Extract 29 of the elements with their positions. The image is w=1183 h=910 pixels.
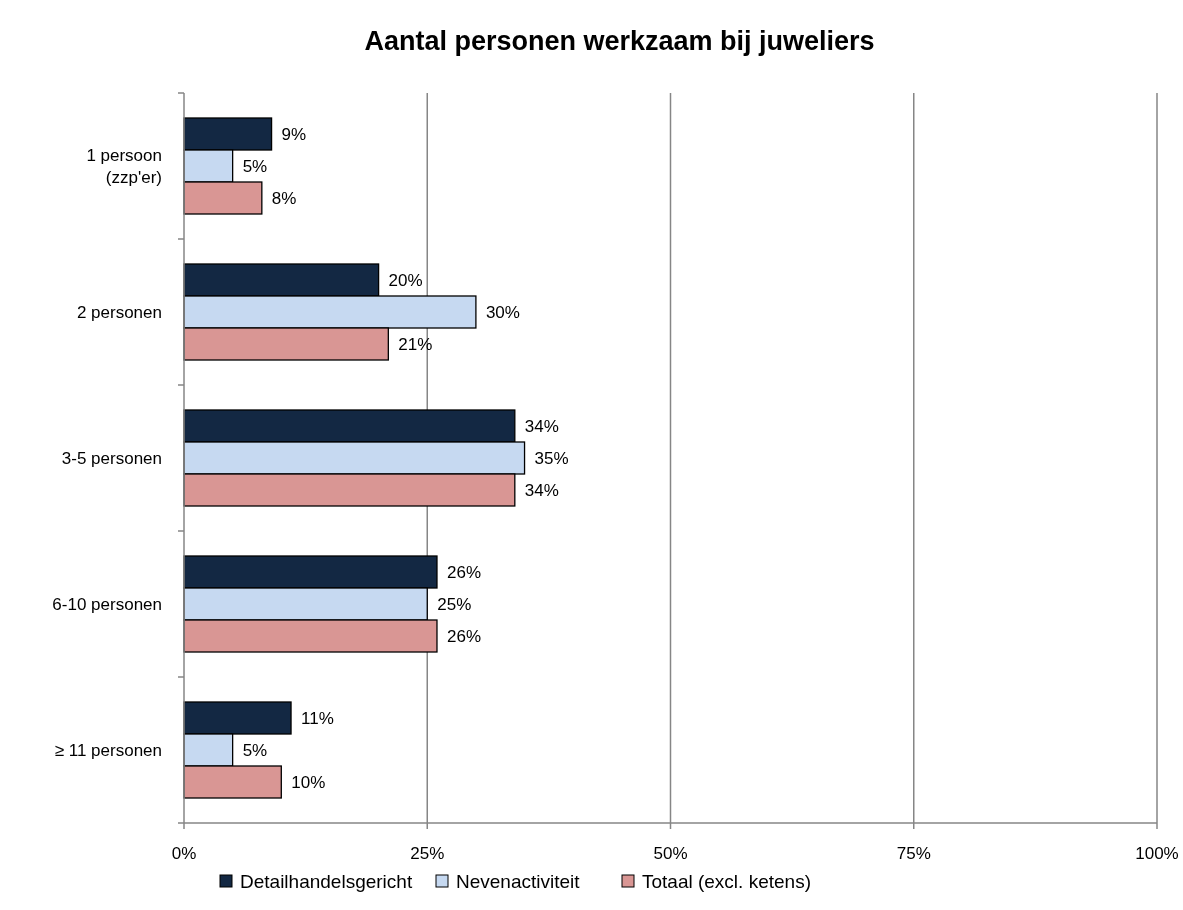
legend-label: Nevenactiviteit	[456, 870, 581, 892]
x-tick-label: 50%	[653, 844, 688, 863]
x-tick-label: 100%	[1135, 844, 1179, 863]
chart-title: Aantal personen werkzaam bij juweliers	[364, 26, 875, 56]
data-label: 30%	[485, 302, 520, 322]
x-tick-label: 25%	[410, 844, 445, 863]
data-label: 5%	[242, 156, 268, 176]
data-label: 21%	[398, 334, 433, 354]
y-tick-label: ≥ 11 personen	[54, 740, 162, 760]
data-label: 11%	[301, 708, 334, 728]
data-label: 26%	[446, 626, 482, 646]
x-tick-label: 75%	[896, 844, 931, 863]
data-label: 9%	[281, 124, 307, 144]
y-tick-label: 2 personen	[76, 302, 162, 322]
data-label: 5%	[242, 740, 268, 760]
y-tick-label: 6-10 personen	[52, 594, 162, 614]
data-label: 20%	[388, 270, 423, 290]
data-label: 26%	[446, 562, 482, 582]
x-tick-label: 0%	[171, 844, 197, 863]
data-label: 34%	[524, 480, 559, 500]
legend-label: Totaal (excl. ketens)	[642, 870, 811, 892]
data-label: 35%	[534, 448, 569, 468]
y-tick-label: 3-5 personen	[61, 448, 162, 468]
data-label: 8%	[271, 188, 297, 208]
data-label: 34%	[524, 416, 559, 436]
y-tick-label: 1 persoon (zzp'er)	[86, 145, 162, 187]
data-label: 10%	[291, 772, 326, 792]
data-label: 25%	[437, 594, 472, 614]
legend-label: Detailhandelsgericht	[240, 870, 413, 892]
